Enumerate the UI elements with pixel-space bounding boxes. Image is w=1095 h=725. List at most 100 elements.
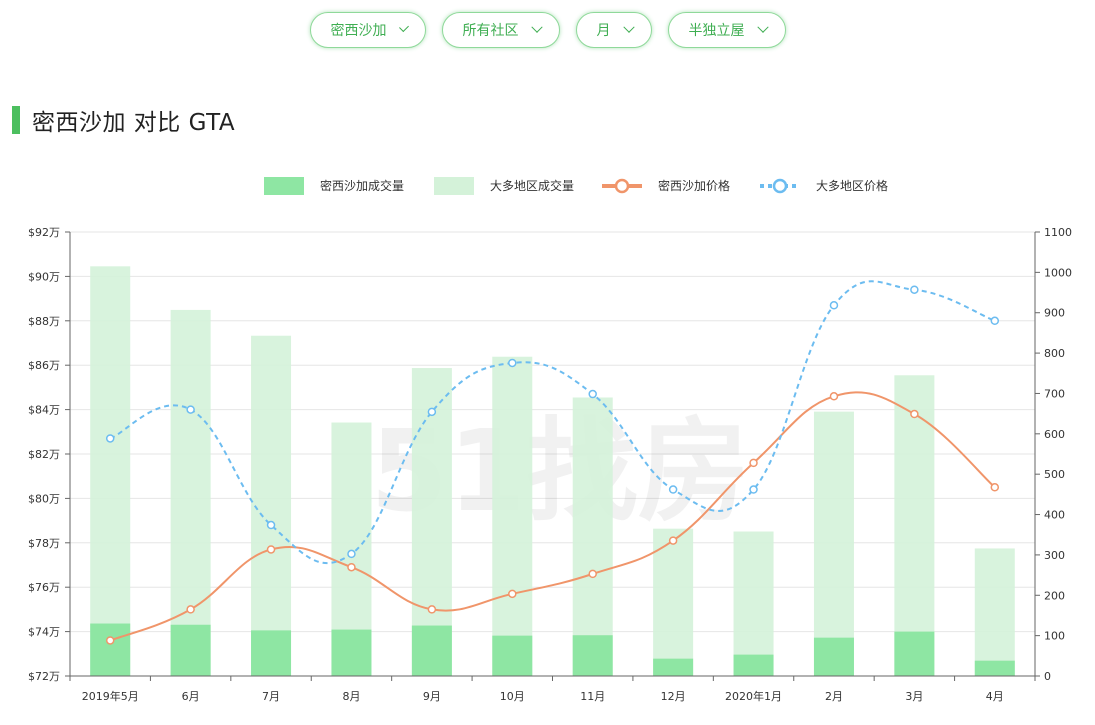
local-price-point	[266, 545, 276, 554]
price-lines	[105, 280, 1000, 645]
volume-bars	[90, 266, 1015, 676]
legend-gta-volume-label: 大多地区成交量	[490, 178, 574, 193]
y-right-tick-label: 500	[1044, 468, 1065, 481]
gta-price-point	[508, 358, 517, 368]
y-left-tick-label: $92万	[28, 226, 60, 239]
local-price-point	[347, 562, 356, 572]
local-price-point	[508, 589, 517, 599]
city-dropdown-label: 密西沙加	[330, 23, 387, 39]
legend-gta-price: 大多地区价格	[760, 178, 888, 194]
gta-price-point	[347, 549, 356, 559]
gta-volume-bar	[411, 368, 452, 676]
x-tick-label: 12月	[661, 690, 686, 703]
local-price-point	[588, 569, 597, 579]
x-tick-label: 11月	[580, 690, 605, 703]
gta-volume-bar	[894, 375, 935, 676]
local-volume-bar	[572, 635, 613, 676]
legend-local-volume-swatch	[264, 177, 304, 195]
x-tick-label: 3月	[905, 690, 923, 703]
y-right-tick-label: 200	[1044, 589, 1065, 602]
filter-bar: 密西沙加 所有社区 月 半独立屋	[0, 12, 1095, 48]
x-tick-label: 2019年5月	[82, 689, 139, 703]
city-dropdown[interactable]: 密西沙加	[309, 12, 426, 48]
y-left-tick-label: $78万	[28, 537, 60, 550]
gta-price-point	[910, 285, 919, 294]
y-right-tick-label: 1000	[1044, 266, 1072, 279]
gta-volume-bar	[90, 266, 131, 676]
gta-price-point	[990, 316, 1000, 326]
local-volume-bar	[813, 637, 854, 676]
local-price-point	[186, 605, 195, 614]
gta-volume-bar	[492, 356, 533, 676]
property-type-dropdown-label: 半独立屋	[688, 23, 745, 39]
local-volume-bar	[251, 630, 292, 676]
local-volume-bar	[492, 635, 533, 676]
local-price-point	[749, 458, 758, 468]
local-volume-bar	[974, 660, 1015, 676]
community-dropdown-label: 所有社区	[462, 23, 519, 39]
gta-price-point	[749, 485, 758, 494]
period-dropdown-label: 月	[596, 23, 611, 39]
y-left-tick-label: $88万	[28, 315, 60, 328]
community-dropdown[interactable]: 所有社区	[441, 12, 560, 48]
x-tick-label: 7月	[262, 690, 280, 703]
y-right-tick-label: 300	[1044, 549, 1065, 562]
legend-local-price: 密西沙加价格	[602, 178, 730, 194]
period-dropdown[interactable]: 月	[575, 12, 652, 48]
x-tick-label: 8月	[342, 690, 360, 703]
y-right-tick-label: 0	[1044, 670, 1051, 683]
y-left-tick-label: $90万	[28, 270, 60, 283]
local-volume-bar	[411, 625, 452, 676]
local-price-point	[668, 536, 678, 545]
y-left-tick-label: $76万	[28, 581, 60, 594]
property-type-dropdown[interactable]: 半独立屋	[667, 12, 786, 48]
y-left-tick-label: $84万	[28, 404, 60, 417]
gta-volume-bar	[653, 528, 694, 676]
page-title: 密西沙加 对比 GTA	[32, 110, 236, 136]
legend-local-price-label: 密西沙加价格	[658, 178, 730, 193]
legend-local-volume: 密西沙加成交量	[264, 177, 404, 195]
y-left-tick-label: $80万	[28, 492, 60, 505]
chevron-down-icon	[622, 21, 635, 33]
y-right-tick-label: 1100	[1044, 226, 1072, 239]
gta-volume-bar	[251, 335, 292, 676]
gta-price-point	[668, 485, 678, 494]
gta-volume-bar	[733, 531, 774, 676]
chevron-down-icon	[756, 21, 769, 33]
local-price-point	[105, 636, 115, 645]
gta-price-point	[427, 407, 437, 417]
gta-volume-bar	[813, 411, 854, 676]
x-tick-label: 4月	[986, 690, 1004, 703]
y-right-tick-label: 900	[1044, 307, 1065, 320]
y-right-tick-label: 400	[1044, 509, 1065, 522]
y-right-tick-label: 600	[1044, 428, 1065, 441]
local-price-point	[427, 605, 437, 614]
x-tick-label: 6月	[182, 690, 200, 703]
legend-gta-price-label: 大多地区价格	[816, 178, 888, 193]
legend-gta-volume: 大多地区成交量	[434, 177, 574, 195]
local-volume-bar	[170, 624, 211, 676]
x-tick-label: 2月	[825, 690, 843, 703]
chart-axes: $72万 $74万 $76万 $78万 $80万 $82万 $84万 $86万 $88万 $90万…	[28, 226, 1072, 703]
local-volume-bar	[733, 654, 774, 676]
gta-volume-bar	[974, 548, 1015, 676]
gta-price-point	[829, 301, 839, 310]
x-tick-label: 10月	[500, 690, 525, 703]
y-left-tick-label: $86万	[28, 359, 60, 372]
legend-gta-price-marker	[772, 178, 788, 194]
y-right-tick-label: 700	[1044, 387, 1065, 400]
local-price-point	[829, 392, 839, 401]
chevron-down-icon	[398, 22, 409, 33]
chevron-down-icon	[530, 21, 543, 33]
local-volume-bar	[894, 631, 935, 676]
y-right-tick-label: 800	[1044, 347, 1065, 360]
local-volume-bar	[331, 629, 372, 676]
local-price-point	[910, 409, 919, 419]
local-price-point	[990, 483, 1000, 492]
x-tick-label: 9月	[423, 690, 441, 703]
x-tick-label: 2020年1月	[725, 689, 782, 703]
price-volume-chart: 密西沙加成交量 大多地区成交量 密西沙加价格 大多地区价格 51找房 $72万$74万…	[28, 177, 1072, 703]
legend-gta-volume-swatch	[434, 177, 474, 195]
legend-local-volume-label: 密西沙加成交量	[320, 178, 404, 193]
gta-price-point	[105, 434, 115, 443]
